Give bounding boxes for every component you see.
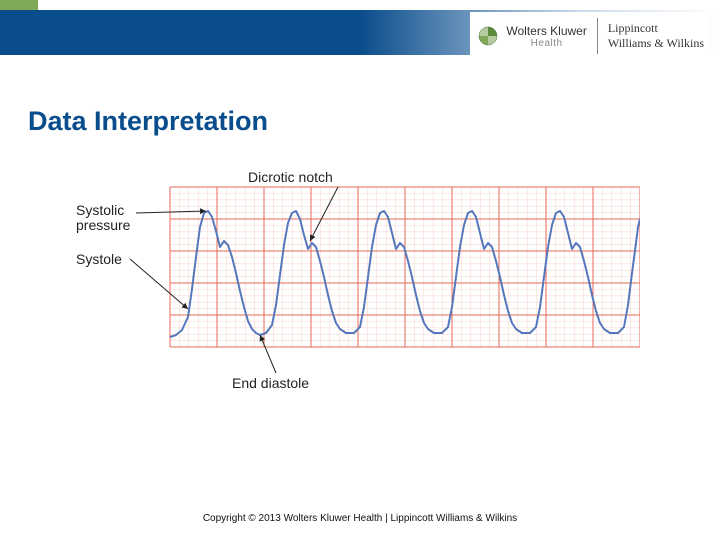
brand-left-sub: Health — [506, 38, 586, 49]
label-systole: Systole — [76, 251, 122, 267]
header: Wolters Kluwer Health Lippincott William… — [0, 0, 720, 72]
label-end-diastole: End diastole — [232, 375, 309, 391]
brand-right: Lippincott Williams & Wilkins — [608, 21, 704, 51]
page-title: Data Interpretation — [28, 106, 692, 137]
brand-left-main: Wolters Kluwer — [506, 24, 586, 38]
brand-right-line1: Lippincott — [608, 21, 704, 36]
header-accent-strip — [0, 0, 38, 10]
brand-separator — [597, 18, 598, 54]
brand-right-line2: Williams & Wilkins — [608, 36, 704, 51]
chart-svg — [80, 177, 640, 407]
label-dicrotic-notch: Dicrotic notch — [248, 169, 333, 185]
title-area: Data Interpretation — [0, 72, 720, 147]
wolters-kluwer-logo-icon — [476, 24, 500, 48]
brand-left: Wolters Kluwer Health — [506, 24, 586, 49]
brand-container: Wolters Kluwer Health Lippincott William… — [470, 12, 710, 60]
label-systolic-pressure: Systolicpressure — [76, 203, 130, 234]
copyright-footer: Copyright © 2013 Wolters Kluwer Health |… — [0, 513, 720, 524]
label-systole-text: Systole — [76, 251, 122, 267]
label-end-diastole-text: End diastole — [232, 375, 309, 391]
waveform-chart: Dicrotic notch Systolicpressure Systole … — [80, 177, 640, 457]
label-dicrotic-notch-text: Dicrotic notch — [248, 169, 333, 185]
